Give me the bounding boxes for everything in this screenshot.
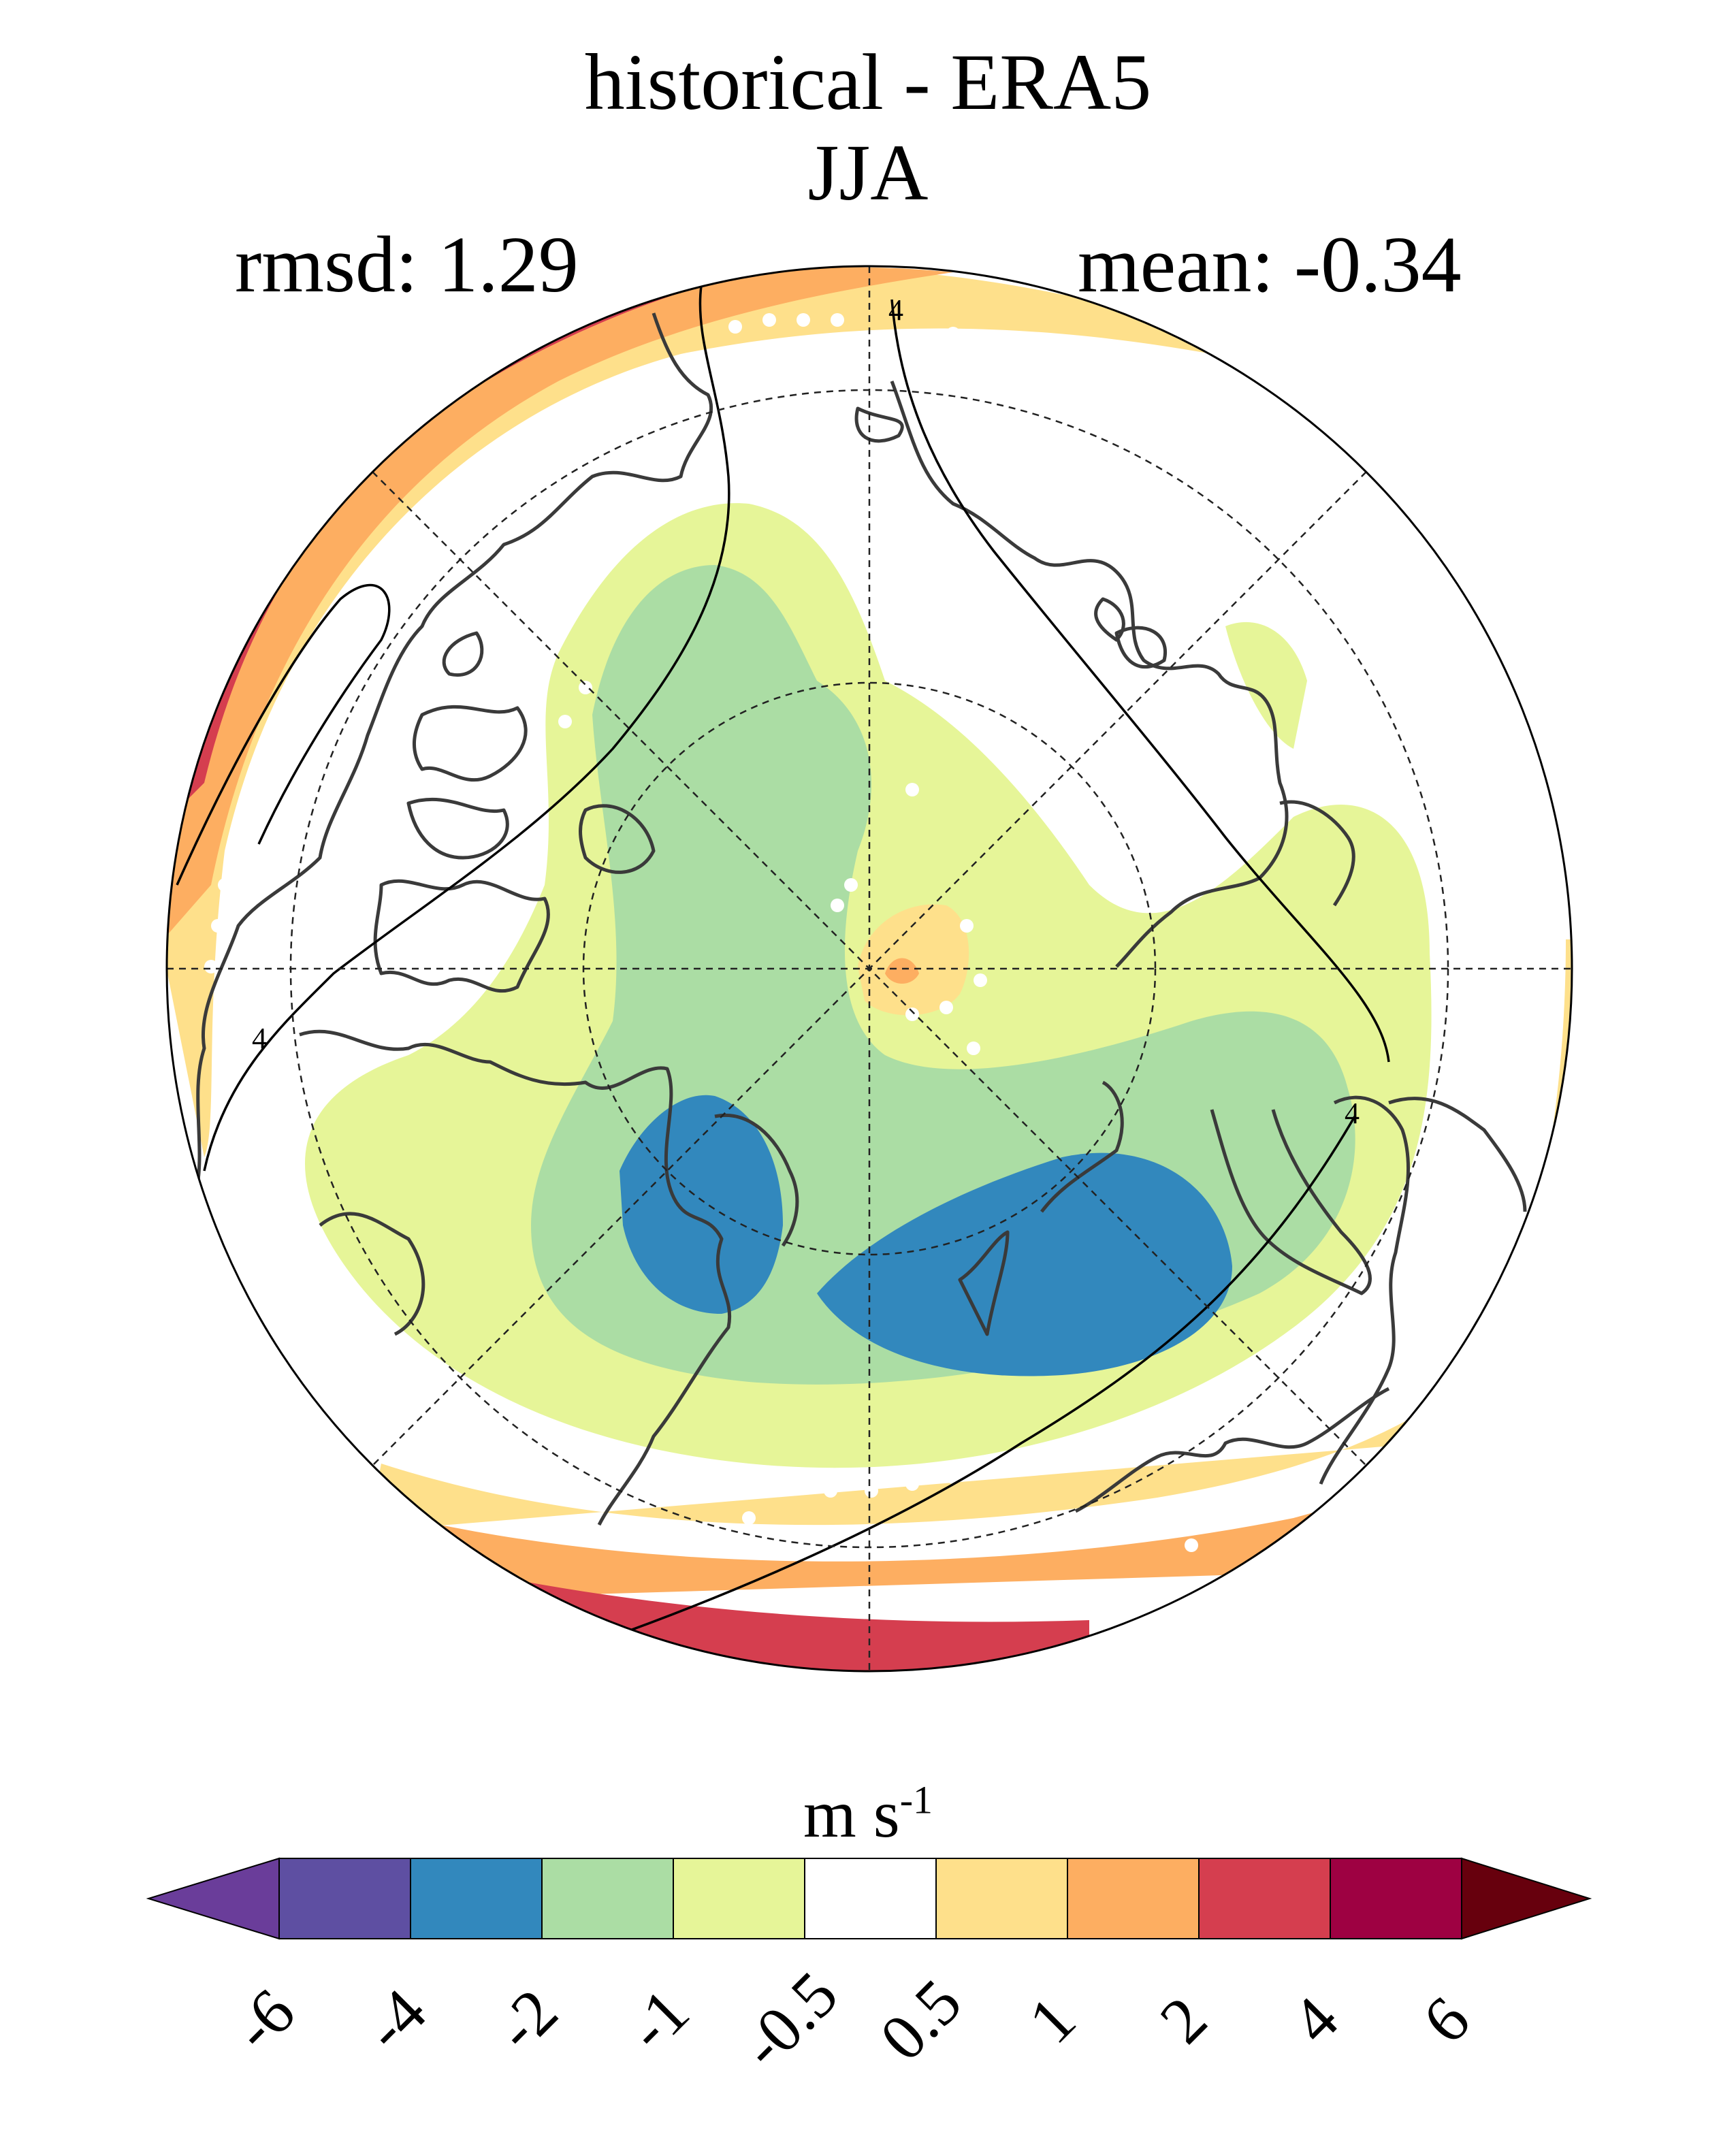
bottom-band-1 (408, 1395, 1539, 1600)
colorbar-box (1067, 1858, 1200, 1939)
season-label: JJA (807, 128, 929, 217)
map-field: 4 4 4 (167, 266, 1572, 1671)
contour-label: 4 (252, 1022, 267, 1055)
colorbar-box (673, 1858, 805, 1939)
neg-band-2-4-left (620, 1095, 783, 1314)
colorbar-box (1330, 1858, 1462, 1939)
contour-label: 4 (1345, 1097, 1360, 1130)
colorbar-tick-label: -2 (481, 1975, 571, 2065)
polar-map: 4 4 4 (165, 265, 1573, 1673)
colorbar-over-triangle (1461, 1857, 1592, 1940)
coastlines (195, 312, 1527, 1526)
graticule (167, 266, 1572, 1671)
colorbar-box (541, 1858, 674, 1939)
colorbar-units: m s-1 (803, 1776, 933, 1852)
colorbar-box (935, 1858, 1068, 1939)
colorbar-tick-label: 0.5 (866, 1965, 976, 2075)
colorbar-under-triangle (146, 1857, 280, 1940)
figure-title: historical - ERA5 (584, 37, 1152, 127)
band-1-to-0.5 (167, 268, 1212, 1157)
colorbar-tick-label: 2 (1146, 1982, 1221, 2057)
mean-label: mean: -0.34 (1078, 220, 1462, 309)
colorbar-box (1198, 1858, 1331, 1939)
colorbar-box (804, 1858, 937, 1939)
contour-label: 4 (888, 293, 903, 327)
colorbar-tick-label: -6 (219, 1975, 308, 2065)
colorbar-box (278, 1858, 411, 1939)
colorbar-box (410, 1858, 543, 1939)
neg-band-2-4-right (817, 1152, 1232, 1376)
colorbar-tick-label: -4 (350, 1975, 440, 2065)
colorbar-tick-label: -1 (613, 1975, 703, 2065)
colorbar: -6 -4 -2 -1 -0.5 0.5 1 2 4 6 (146, 1857, 1592, 2082)
neg-band-0.5-1-right (1225, 622, 1307, 749)
reference-contours (176, 285, 1390, 1671)
significance-stippling (204, 313, 1355, 1552)
pole-positive (858, 904, 969, 1016)
map-boundary (165, 265, 1573, 1673)
rmsd-label: rmsd: 1.29 (235, 220, 579, 309)
colorbar-tick-label: 1 (1014, 1982, 1089, 2057)
pole-positive-core (885, 958, 919, 984)
colorbar-tick-label: 4 (1277, 1982, 1352, 2057)
colorbar-tick-label: -0.5 (726, 1957, 851, 2082)
colorbar-tick-label: 6 (1409, 1982, 1483, 2057)
bottom-band-0.5 (368, 1259, 1572, 1532)
